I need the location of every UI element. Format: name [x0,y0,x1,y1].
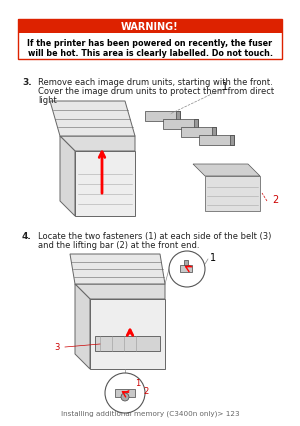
Polygon shape [70,254,165,284]
Bar [205,177,260,211]
Bar [18,20,282,60]
Bar [176,112,180,122]
Polygon shape [60,137,75,216]
Text: 2: 2 [143,386,148,396]
Bar [230,136,234,146]
Text: Remove each image drum units, starting with the front.: Remove each image drum units, starting w… [38,78,273,87]
Bar [212,128,216,138]
Polygon shape [50,102,135,137]
Text: 3: 3 [54,343,60,352]
Bar [90,299,165,369]
Text: If the printer has been powered on recently, the fuser: If the printer has been powered on recen… [27,38,273,47]
Text: 1: 1 [135,379,140,388]
Text: light: light [38,96,57,105]
Polygon shape [60,137,135,152]
Text: 2: 2 [272,195,278,204]
Circle shape [169,251,205,287]
Circle shape [121,393,129,401]
Bar [163,120,198,130]
Bar [115,389,135,397]
Text: Locate the two fasteners (1) at each side of the belt (3): Locate the two fasteners (1) at each sid… [38,231,272,240]
Bar [199,136,234,146]
Text: 3.: 3. [22,78,32,87]
Text: Installing additional memory (C3400n only)> 123: Installing additional memory (C3400n onl… [61,409,239,416]
Bar [145,112,180,122]
Text: and the lifting bar (2) at the front end.: and the lifting bar (2) at the front end… [38,240,200,249]
Circle shape [105,373,145,413]
Polygon shape [75,284,90,369]
Text: 4.: 4. [22,231,32,240]
Bar [18,20,282,34]
Bar [95,336,160,351]
Bar [75,152,135,216]
Text: 1: 1 [222,82,228,92]
Polygon shape [193,164,260,177]
Text: will be hot. This area is clearly labelled. Do not touch.: will be hot. This area is clearly labell… [28,49,272,58]
Bar [194,120,198,130]
Polygon shape [75,284,165,299]
Text: WARNING!: WARNING! [121,22,179,32]
Bar [180,265,192,272]
Text: 1: 1 [210,253,216,262]
Bar [181,128,216,138]
Text: Cover the image drum units to protect them from direct: Cover the image drum units to protect th… [38,87,274,96]
Bar [184,260,188,265]
